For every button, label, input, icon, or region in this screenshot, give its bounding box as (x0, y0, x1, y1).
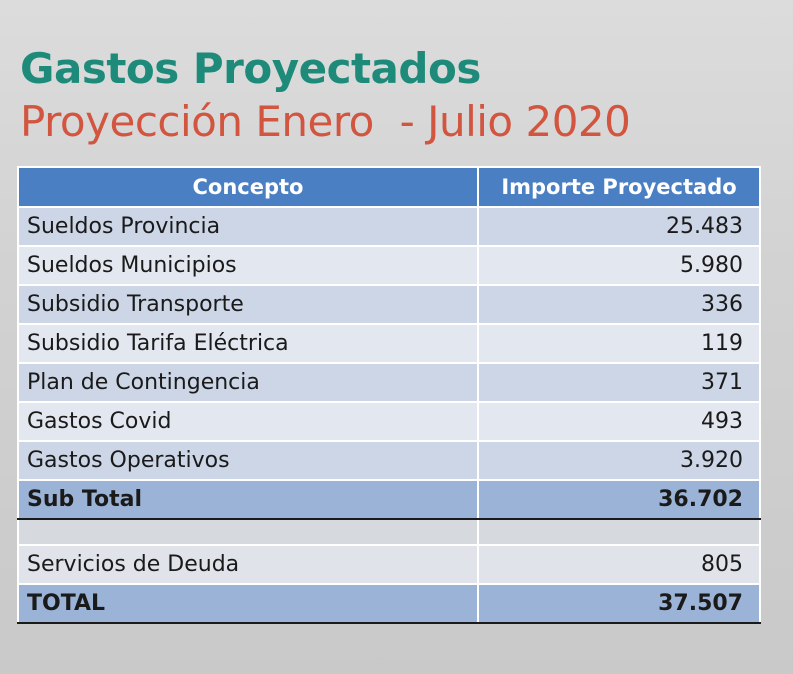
table-row: Sueldos Provincia 25.483 (17, 206, 761, 247)
total-amount: 37.507 (477, 583, 761, 624)
table-row: Subsidio Transporte 336 (17, 284, 761, 325)
projected-expenses-table: Concepto Importe Proyectado Sueldos Prov… (17, 166, 761, 624)
table-row-debt: Servicios de Deuda 805 (17, 544, 761, 585)
row-concept: Gastos Covid (17, 401, 479, 442)
column-header-amount: Importe Proyectado (477, 166, 761, 208)
spacer-cell (477, 518, 761, 546)
table-row: Gastos Operativos 3.920 (17, 440, 761, 481)
total-label: TOTAL (17, 583, 479, 624)
subtotal-amount: 36.702 (477, 479, 761, 520)
table-row: Subsidio Tarifa Eléctrica 119 (17, 323, 761, 364)
row-concept: Sueldos Municipios (17, 245, 479, 286)
page-subtitle: Proyección Enero - Julio 2020 (20, 97, 631, 146)
row-concept: Plan de Contingencia (17, 362, 479, 403)
row-concept: Subsidio Transporte (17, 284, 479, 325)
table-row: Plan de Contingencia 371 (17, 362, 761, 403)
row-amount: 3.920 (477, 440, 761, 481)
row-amount: 371 (477, 362, 761, 403)
spacer-row (17, 518, 761, 546)
row-concept: Gastos Operativos (17, 440, 479, 481)
column-header-concept: Concepto (17, 166, 479, 208)
subtotal-label: Sub Total (17, 479, 479, 520)
subtotal-row: Sub Total 36.702 (17, 479, 761, 520)
row-concept: Subsidio Tarifa Eléctrica (17, 323, 479, 364)
row-amount: 493 (477, 401, 761, 442)
table-row: Gastos Covid 493 (17, 401, 761, 442)
row-amount: 336 (477, 284, 761, 325)
row-concept: Servicios de Deuda (17, 544, 479, 585)
row-concept: Sueldos Provincia (17, 206, 479, 247)
page-title: Gastos Proyectados (20, 44, 481, 93)
total-row: TOTAL 37.507 (17, 583, 761, 624)
table-header-row: Concepto Importe Proyectado (17, 166, 761, 208)
spacer-cell (17, 518, 479, 546)
row-amount: 805 (477, 544, 761, 585)
row-amount: 25.483 (477, 206, 761, 247)
table-row: Sueldos Municipios 5.980 (17, 245, 761, 286)
row-amount: 5.980 (477, 245, 761, 286)
row-amount: 119 (477, 323, 761, 364)
